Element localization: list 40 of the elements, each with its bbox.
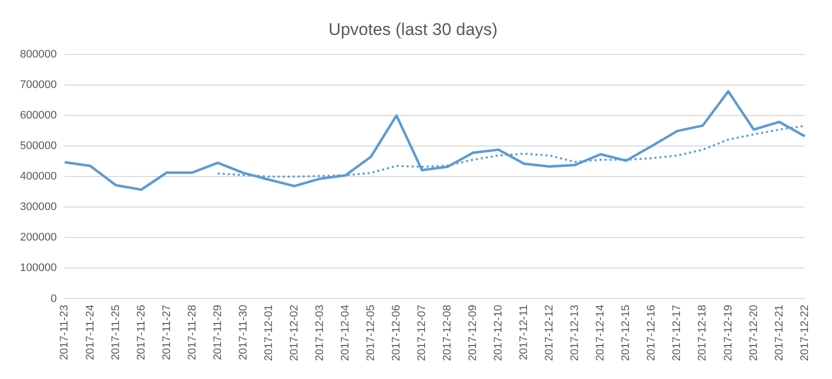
x-tick-label: 2017-12-16 [646,304,658,362]
x-tick-label: 2017-11-25 [110,304,122,360]
y-tick-label: 0 [50,292,57,305]
x-tick-label: 2017-12-09 [467,304,480,362]
x-tick-label: 2017-11-30 [237,304,250,360]
y-tick-label: 200000 [20,232,57,244]
x-tick-label: 2017-11-27 [160,304,173,360]
chart-title: Upvotes (last 30 days) [328,20,498,39]
x-tick-label: 2017-12-21 [773,304,786,362]
y-tick-label: 400000 [20,170,57,183]
y-tick-label: 100000 [20,262,57,274]
x-tick-label: 2017-11-23 [58,304,71,360]
x-tick-label: 2017-12-15 [620,304,632,362]
x-tick-label: 2017-12-12 [544,304,556,362]
x-tick-label: 2017-12-22 [798,304,811,362]
x-tick-label: 2017-12-03 [314,304,326,362]
x-tick-label: 2017-12-13 [569,304,582,362]
x-tick-label: 2017-12-11 [518,304,530,360]
x-tick-label: 2017-12-08 [442,304,454,362]
x-tick-label: 2017-12-14 [594,304,607,362]
x-tick-label: 2017-12-05 [364,304,377,362]
y-tick-label: 300000 [20,201,57,214]
x-tick-label: 2017-11-26 [135,304,148,360]
x-tick-label: 2017-12-19 [722,304,734,362]
x-tick-label: 2017-12-10 [492,304,505,362]
y-tick-label: 800000 [20,48,57,60]
x-tick-label: 2017-12-04 [339,304,352,362]
x-tick-label: 2017-12-01 [262,304,275,362]
x-tick-label: 2017-12-20 [748,304,760,362]
x-tick-label: 2017-12-06 [390,304,403,362]
x-tick-label: 2017-11-29 [212,304,224,360]
x-tick-label: 2017-11-24 [84,304,96,360]
y-tick-label: 700000 [20,78,57,91]
y-tick-label: 600000 [20,110,57,122]
x-tick-label: 2017-12-18 [696,304,709,362]
x-tick-label: 2017-11-28 [186,304,198,360]
y-tick-label: 500000 [20,140,57,152]
x-tick-label: 2017-12-07 [416,304,428,362]
x-tick-label: 2017-12-17 [671,304,684,362]
x-tick-label: 2017-12-02 [288,304,300,362]
